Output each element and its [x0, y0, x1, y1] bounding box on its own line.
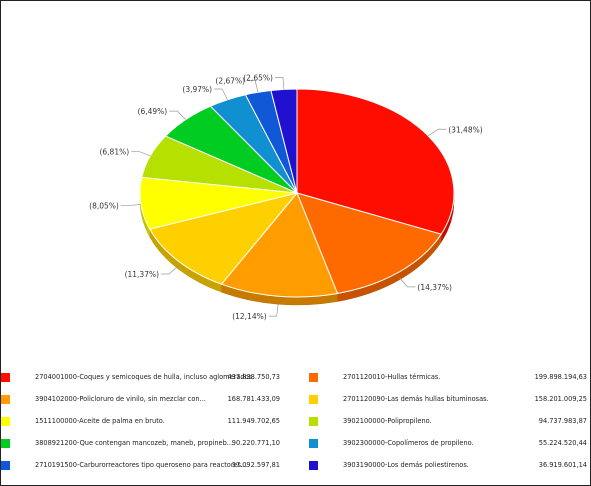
pie-percent-label-8: (2,67%): [215, 77, 245, 86]
legend-value: 158.201.009,25: [534, 395, 587, 403]
pie-percent-label-5: (6,81%): [99, 148, 129, 157]
legend-label: 2710191500-Carburorreactores tipo queros…: [35, 461, 248, 469]
legend-label: 3904102000-Policloruro de vinilo, sin me…: [35, 395, 206, 403]
legend-item[interactable]: 3902100000-Polipropileno. 94.737.983,87: [309, 413, 587, 430]
legend-value: 111.949.702,65: [227, 417, 280, 425]
legend-swatch: [1, 417, 10, 426]
legend-value: 94.737.983,87: [538, 417, 587, 425]
pie-leader-6: [169, 110, 186, 120]
legend-label: 2701120090-Las demás hullas bituminosas.: [343, 395, 489, 403]
pie-leader-0: [427, 128, 447, 137]
pie-slice-2[interactable]: [220, 192, 339, 298]
pie-leader-3: [161, 265, 179, 275]
pie-leader-4: [120, 203, 141, 206]
pie-percent-label-7: (3,97%): [182, 85, 212, 94]
legend-value: 168.781.433,09: [227, 395, 280, 403]
legend-swatch: [1, 439, 10, 448]
legend-label: 2701120010-Hullas térmicas.: [343, 373, 441, 381]
pie-slice-0[interactable]: [296, 88, 455, 235]
pie-labels: (31,48%) (14,37%) (12,14%) (11,37%) (8,05%) (…: [89, 73, 483, 321]
legend-label: 3808921200-Que contengan mancozeb, maneb…: [35, 439, 234, 447]
pie-percent-label-0: (31,48%): [448, 125, 483, 134]
pie-leader-1: [399, 277, 416, 288]
pie-percent-label-2: (12,14%): [232, 312, 267, 321]
pie-leader-2: [268, 304, 279, 317]
legend-value: 36.919.601,14: [538, 461, 587, 469]
legend-swatch: [1, 461, 10, 470]
pie-slice-1[interactable]: [296, 192, 442, 295]
pie-chart: (31,48%) (14,37%) (12,14%) (11,37%) (8,05%) (…: [89, 73, 483, 321]
legend-item[interactable]: 3902300000-Copolímeros de propileno. 55.2…: [309, 435, 587, 452]
legend-label: 3902300000-Copolímeros de propileno.: [343, 439, 474, 447]
legend-swatch: [1, 395, 10, 404]
pie-slice-3[interactable]: [148, 192, 299, 285]
legend-swatch: [309, 439, 318, 448]
legend-swatch: [1, 373, 10, 382]
pie-percent-label-4: (8,05%): [89, 202, 119, 211]
legend-item[interactable]: 3808921200-Que contengan mancozeb, maneb…: [1, 435, 280, 452]
legend-item[interactable]: 3903190000-Los demás poliestirenos. 36.91…: [309, 457, 587, 474]
pie-slices: [139, 88, 455, 298]
legend-value: 37.092.597,81: [231, 461, 280, 469]
legend-item[interactable]: 2701120090-Las demás hullas bituminosas.…: [309, 391, 587, 408]
legend-label: 1511100000-Aceite de palma en bruto.: [35, 417, 165, 425]
legend-item[interactable]: 2704001000-Coques y semicoques de hulla,…: [1, 369, 280, 386]
legend-value: 55.224.520,44: [538, 439, 587, 447]
legend-swatch: [309, 461, 318, 470]
legend-swatch: [309, 395, 318, 404]
legend-label: 3902100000-Polipropileno.: [343, 417, 432, 425]
pie-percent-label-1: (14,37%): [417, 283, 452, 292]
pie-percent-label-6: (6,49%): [138, 107, 168, 116]
legend-item[interactable]: 2701120010-Hullas térmicas. 199.898.194,6…: [309, 369, 587, 386]
legend-item[interactable]: 2710191500-Carburorreactores tipo queros…: [1, 457, 280, 474]
legend-item[interactable]: 1511100000-Aceite de palma en bruto. 111.…: [1, 413, 280, 430]
legend: 2704001000-Coques y semicoques de hulla,…: [1, 363, 590, 483]
legend-swatch: [309, 417, 318, 426]
legend-value: 437.838.750,73: [227, 373, 280, 381]
legend-value: 90.220.771,10: [231, 439, 280, 447]
pie-percent-label-3: (11,37%): [125, 270, 160, 279]
pie-leader-8: [247, 80, 259, 93]
legend-item[interactable]: 3904102000-Policloruro de vinilo, sin me…: [1, 391, 280, 408]
legend-label: 2704001000-Coques y semicoques de hulla,…: [35, 373, 255, 381]
legend-value: 199.898.194,63: [534, 373, 587, 381]
legend-label: 3903190000-Los demás poliestirenos.: [343, 461, 469, 469]
pie-percent-label-9: (2,65%): [243, 73, 273, 82]
pie-leader-7: [214, 88, 228, 100]
legend-swatch: [309, 373, 318, 382]
pie-leaders: [120, 77, 447, 317]
pie-leader-9: [274, 77, 285, 90]
pie-leader-5: [131, 151, 151, 157]
